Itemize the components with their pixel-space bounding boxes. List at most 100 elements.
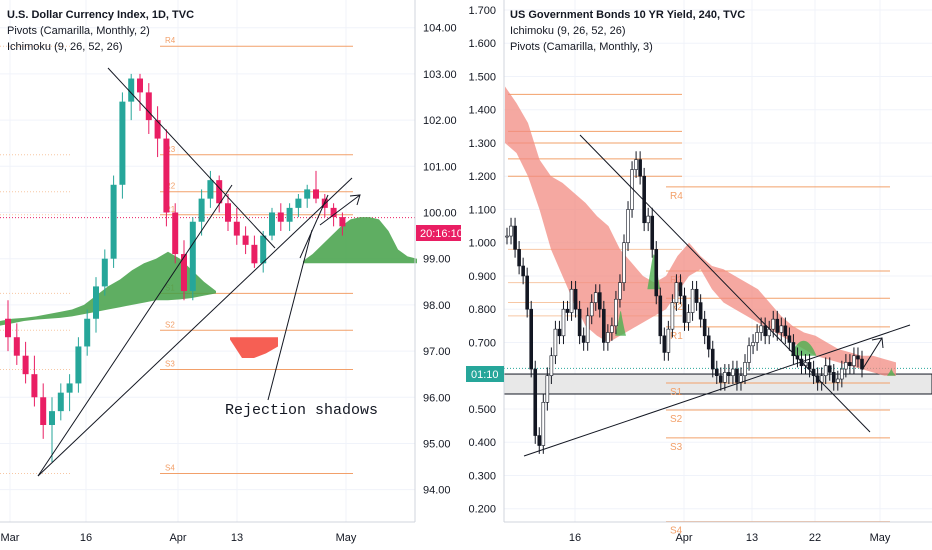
us10y-candle-body: [513, 225, 517, 250]
dxy-candle-body: [181, 254, 187, 292]
dxy-candles: [5, 73, 346, 462]
dxy-candle-body: [40, 397, 47, 425]
us10y-chart[interactable]: R4R3R2R1S1S2S3S4 1.7001.6001.5001.4001.3…: [466, 0, 932, 544]
us10y-candle-body: [698, 302, 703, 320]
dxy-price-tick: 98.00: [423, 300, 451, 312]
us10y-time-tick: May: [870, 532, 891, 544]
dxy-indicator-1: Pivots (Camarilla, Monthly, 2): [7, 25, 150, 37]
us10y-pivot-lines: R4R3R2R1S1S2S3S4: [504, 93, 932, 537]
dxy-price-tick: 103.00: [423, 69, 457, 81]
dxy-candle-body: [22, 355, 29, 375]
us10y-candle-body: [593, 292, 598, 303]
us10y-candle-body: [735, 368, 739, 383]
dxy-ichimoku-cloud: [0, 217, 417, 359]
dxy-candle-body: [128, 78, 135, 102]
us10y-price-tick: 0.300: [468, 470, 496, 482]
us10y-time-tick: 13: [746, 532, 758, 544]
us10y-price-tick: 0.500: [468, 404, 496, 416]
dxy-candle-body: [330, 207, 337, 218]
us10y-time-axis[interactable]: 16 Apr 13 22 May: [569, 532, 891, 544]
dxy-candle-body: [339, 217, 346, 227]
us10y-candle-body: [537, 435, 542, 446]
us10y-candle-body: [791, 342, 796, 357]
us10y-candle-body: [525, 275, 529, 310]
us10y-candle-body: [831, 372, 836, 383]
dxy-candle-body: [101, 258, 108, 287]
us10y-price-axis[interactable]: 1.700 1.600 1.500 1.400 1.300 1.200 1.100 1.000…: [468, 5, 496, 516]
us10y-candle-body: [602, 308, 606, 343]
us10y-legend: US Government Bonds 10 YR Yield, 240, TV…: [510, 9, 745, 53]
us10y-candle-body: [731, 368, 735, 377]
us10y-candle-body: [553, 328, 558, 357]
us10y-candle-body: [674, 282, 679, 303]
us10y-candle-body: [610, 325, 614, 333]
dxy-candle-body: [66, 383, 73, 393]
dxy-candle-body: [93, 286, 99, 319]
us10y-candle-body: [823, 365, 828, 377]
us10y-time-tick: Apr: [675, 532, 692, 544]
dxy-trendline-3: [107, 67, 276, 249]
dxy-pivot-label: S2: [165, 320, 175, 329]
dxy-price-label: 20:16:10: [416, 225, 463, 241]
us10y-candle-body: [549, 355, 554, 377]
dxy-candle-body: [163, 138, 170, 213]
us10y-candle-body: [739, 375, 743, 383]
us10y-candle-body: [561, 308, 566, 337]
us10y-trendline-up: [523, 324, 911, 457]
dxy-price-tick: 104.00: [423, 23, 457, 35]
annotation-rejection-shadows: Rejection shadows: [225, 402, 378, 419]
dxy-time-tick: Mar: [1, 532, 20, 544]
us10y-candles: [505, 151, 864, 454]
us10y-candle-body: [759, 325, 763, 333]
us10y-candle-body: [509, 225, 513, 237]
us10y-candle-body: [775, 318, 780, 333]
us10y-candle-body: [638, 159, 642, 177]
us10y-candle-body: [569, 288, 574, 313]
dxy-time-tick: 13: [231, 532, 243, 544]
us10y-candle-body: [662, 335, 667, 353]
dxy-candle-body: [5, 318, 11, 338]
dxy-time-tick: 16: [80, 532, 92, 544]
us10y-price-tick: 1.000: [468, 238, 496, 250]
us10y-candle-body: [670, 302, 675, 330]
us10y-price-tick: 1.500: [468, 71, 496, 83]
us10y-candle-body: [694, 288, 699, 303]
dxy-chart[interactable]: R4R3R2R1S1S2S3S4 104.00103.00102.00101.0…: [0, 0, 463, 544]
dxy-candle-body: [137, 78, 143, 93]
dxy-legend: U.S. Dollar Currency Index, 1D, TVC Pivo…: [7, 9, 194, 53]
dxy-arrow: [319, 194, 361, 226]
us10y-price-tick: 1.700: [468, 5, 496, 17]
dxy-arrowhead: [349, 194, 361, 206]
dxy-price-tick: 94.00: [423, 485, 451, 497]
us10y-candle-body: [541, 402, 546, 446]
dxy-price-axis[interactable]: 104.00 103.00 102.00 101.00 100.00 99.00 98.00…: [423, 23, 457, 497]
us10y-candle-body: [626, 209, 630, 244]
us10y-candle-body: [783, 325, 788, 337]
dxy-price-label-text: 20:16:10: [420, 228, 463, 240]
us10y-pivot-label: S1: [670, 387, 683, 398]
dxy-candle-body: [172, 212, 179, 255]
us10y-price-tick: 1.200: [468, 171, 496, 183]
us10y-candle-body: [763, 325, 767, 337]
us10y-candle-body: [557, 328, 562, 337]
us10y-candle-body: [835, 378, 840, 383]
us10y-candle-body: [771, 318, 776, 330]
dxy-candle-body: [145, 92, 152, 121]
dxy-candle-body: [13, 337, 20, 356]
dxy-candle-body: [242, 235, 249, 245]
us10y-cloud-green: [887, 368, 896, 376]
dxy-candle-body: [198, 198, 205, 222]
us10y-candle-body: [686, 312, 691, 323]
dxy-cloud-green: [0, 251, 216, 326]
us10y-candle-body: [678, 282, 683, 297]
us10y-cloud-green: [615, 310, 626, 336]
us10y-candle-body: [840, 368, 844, 380]
us10y-price-label-box: [466, 366, 504, 382]
dxy-time-axis[interactable]: Mar 16 Apr 13 May: [1, 532, 357, 544]
us10y-price-tick: 0.900: [468, 271, 496, 283]
us10y-price-tick: 0.400: [468, 437, 496, 449]
us10y-candle-body: [710, 348, 715, 370]
us10y-candle-body: [565, 308, 570, 313]
dxy-candle-body: [75, 346, 82, 384]
dxy-price-tick: 99.00: [423, 254, 451, 266]
